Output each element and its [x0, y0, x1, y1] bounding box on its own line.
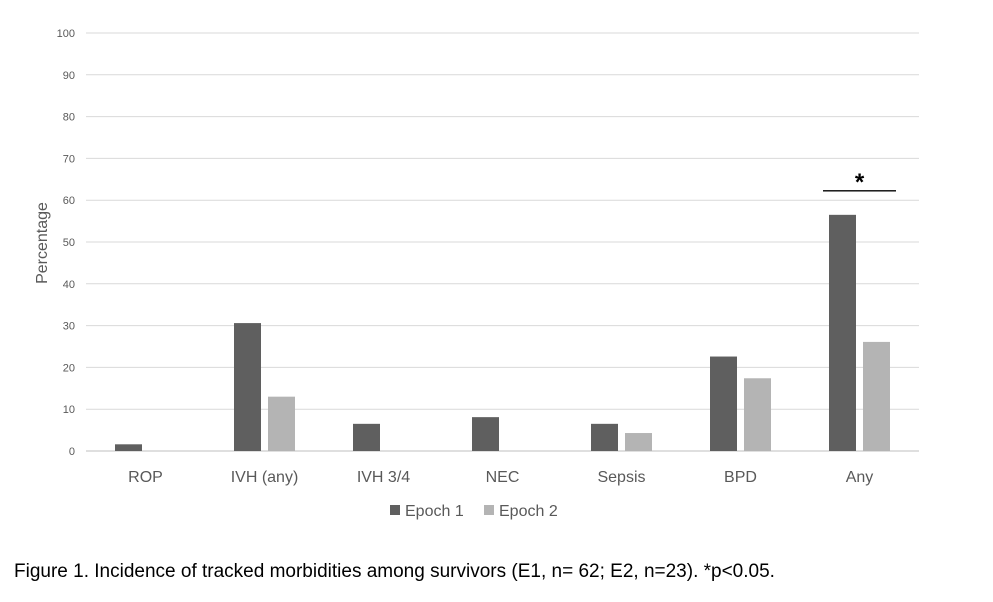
y-tick-label: 80 — [63, 112, 75, 124]
legend-label: Epoch 2 — [499, 503, 558, 520]
y-tick-label: 40 — [63, 279, 75, 291]
y-tick-label: 10 — [63, 404, 75, 416]
bar-epoch-2 — [863, 341, 890, 451]
significance-marker: * — [855, 169, 865, 196]
category-labels: ROP IVH (any) IVH 3/4 NEC Sepsis BPD Any — [128, 469, 873, 486]
bar-epoch-1 — [234, 323, 261, 451]
category-label: Any — [846, 469, 874, 486]
y-tick-label: 100 — [57, 28, 75, 40]
legend: Epoch 1 Epoch 2 — [390, 503, 558, 520]
y-tick-label: 20 — [63, 362, 75, 374]
y-tick-label: 60 — [63, 195, 75, 207]
y-tick-label: 0 — [69, 446, 75, 458]
significance-annotation: * — [823, 169, 896, 196]
y-tick-label: 30 — [63, 321, 75, 333]
bar-epoch-1 — [115, 444, 142, 451]
bar-epoch-2 — [744, 378, 771, 451]
y-axis-label: Percentage — [34, 202, 51, 284]
legend-label: Epoch 1 — [405, 503, 464, 520]
legend-swatch — [484, 505, 494, 515]
gridlines — [86, 32, 919, 452]
category-label: BPD — [724, 469, 757, 486]
y-axis-ticks: 0 10 20 30 40 50 60 70 80 90 100 — [57, 28, 75, 458]
legend-swatch — [390, 505, 400, 515]
bar-epoch-1 — [472, 417, 499, 451]
bar-epoch-2 — [625, 433, 652, 451]
bar-epoch-1 — [591, 423, 618, 451]
bar-epoch-1 — [710, 356, 737, 451]
y-tick-label: 90 — [63, 70, 75, 82]
figure-caption: Figure 1. Incidence of tracked morbiditi… — [14, 561, 775, 582]
bar-epoch-1 — [353, 423, 380, 451]
category-label: ROP — [128, 469, 163, 486]
bar-epoch-1 — [829, 214, 856, 451]
y-tick-label: 70 — [63, 153, 75, 165]
bars — [115, 214, 890, 451]
bar-epoch-2 — [268, 396, 295, 451]
y-tick-label: 50 — [63, 237, 75, 249]
category-label: IVH (any) — [231, 469, 299, 486]
category-label: Sepsis — [597, 469, 645, 486]
category-label: NEC — [486, 469, 520, 486]
category-label: IVH 3/4 — [357, 469, 410, 486]
